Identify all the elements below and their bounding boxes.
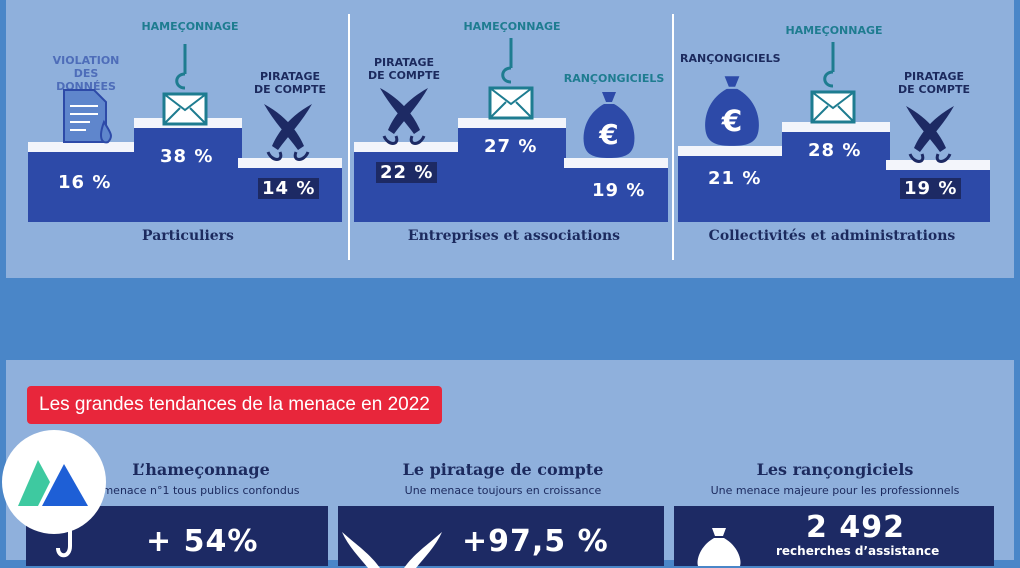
podium-step-left: [678, 156, 786, 222]
segment-label: Entreprises et associations: [407, 228, 621, 244]
pct-right: 14 %: [258, 178, 320, 199]
money-bag-euro-icon: €: [583, 92, 635, 158]
podium-step-left: [28, 152, 136, 222]
crossed-swords-icon: [906, 106, 954, 163]
stat-card-ransomware: 2 492 recherches d’assistance: [674, 506, 994, 566]
podium-step-center: [458, 128, 566, 222]
brand-logo: [2, 430, 106, 534]
crossed-swords-icon: [380, 88, 428, 145]
trends-banner: Les grandes tendances de la menace en 20…: [27, 386, 442, 424]
fishhook-icon: [56, 526, 72, 558]
document-leak-icon: [63, 89, 112, 144]
stat-card-account-hacking: +97,5 %: [338, 506, 664, 568]
pct-center: 38 %: [160, 146, 214, 167]
segment-particuliers: Violation des données Hameçonnage Pirata…: [20, 0, 342, 278]
pct-left: 16 %: [58, 172, 112, 193]
crossed-swords-icon: [264, 104, 312, 161]
stat-value: + 54%: [146, 524, 259, 559]
category-label-center: Hameçonnage: [141, 20, 239, 33]
fishhook-envelope-icon: [488, 38, 534, 120]
category-label-center: Hameçonnage: [463, 20, 561, 33]
trend-title: Le piratage de compte: [402, 460, 604, 479]
pct-center: 27 %: [484, 136, 538, 157]
pct-right: 19 %: [900, 178, 962, 199]
pct-left: 21 %: [708, 168, 762, 189]
podium-step-center: [782, 132, 890, 222]
stat-value: 2 492: [806, 510, 905, 545]
category-label-left: Piratage de compte: [368, 56, 440, 82]
trend-title: Les rançongiciels: [756, 460, 914, 479]
category-label-right: Rançongiciels: [563, 72, 665, 85]
svg-text:€: €: [721, 104, 743, 138]
money-bag-icon: [697, 528, 741, 566]
pct-left: 22 %: [376, 162, 438, 183]
segment-label: Collectivités et administrations: [708, 228, 956, 244]
pct-right: 19 %: [592, 180, 646, 201]
trend-subtitle: menace n°1 tous publics confondus: [102, 484, 300, 497]
trend-subtitle: Une menace majeure pour les professionne…: [710, 484, 960, 497]
stat-value: +97,5 %: [462, 524, 609, 559]
stat-caption: recherches d’assistance: [776, 544, 940, 558]
category-label-right: Piratage de compte: [254, 70, 326, 96]
triangle-logo-icon: [18, 460, 88, 506]
segment-collectivites: Rançongiciels Hameçonnage Piratage de co…: [672, 0, 992, 278]
column-divider: [672, 14, 674, 260]
category-label-right: Piratage de compte: [898, 70, 970, 96]
trend-subtitle: Une menace toujours en croissance: [404, 484, 602, 497]
podium-step-center: [134, 128, 242, 222]
segment-entreprises: Piratage de compte Hameçonnage Rançongic…: [346, 0, 668, 278]
segment-label: Particuliers: [142, 228, 234, 244]
trend-title: L’hameçonnage: [132, 460, 270, 479]
crossed-swords-icon: [342, 532, 442, 568]
fishhook-envelope-icon: [810, 42, 856, 124]
pct-center: 28 %: [808, 140, 862, 161]
money-bag-euro-icon: €: [705, 76, 759, 146]
podium-step-right: [564, 168, 668, 222]
svg-text:€: €: [598, 118, 618, 151]
category-label-left: Rançongiciels: [680, 52, 781, 65]
category-label-center: Hameçonnage: [785, 24, 883, 37]
fishhook-envelope-icon: [162, 44, 208, 126]
column-divider: [348, 14, 350, 260]
